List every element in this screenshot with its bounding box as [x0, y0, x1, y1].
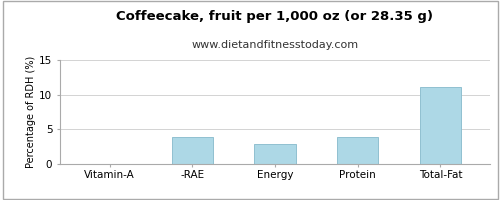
Y-axis label: Percentage of RDH (%): Percentage of RDH (%)	[26, 56, 36, 168]
Bar	[254, 144, 296, 164]
Bar	[172, 137, 213, 164]
Text: www.dietandfitnesstoday.com: www.dietandfitnesstoday.com	[192, 40, 358, 50]
Text: Coffeecake, fruit per 1,000 oz (or 28.35 g): Coffeecake, fruit per 1,000 oz (or 28.35…	[116, 10, 434, 23]
Bar	[420, 87, 461, 164]
Bar	[337, 137, 378, 164]
